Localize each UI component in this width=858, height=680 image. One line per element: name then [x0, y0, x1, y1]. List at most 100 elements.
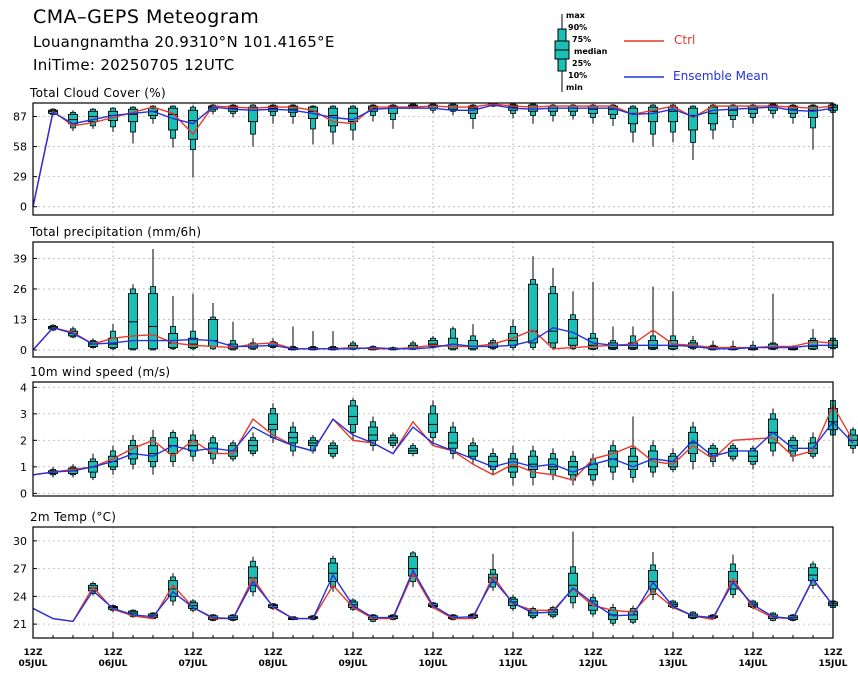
outer-box [630, 105, 636, 133]
inner-box [368, 347, 378, 350]
box-plot [828, 103, 838, 116]
y-tick-label: 3 [20, 408, 27, 421]
inner-box [308, 616, 318, 620]
inner-box [828, 104, 838, 111]
outer-box [110, 450, 116, 470]
legend-label-min: min [566, 83, 583, 92]
box-plot [468, 437, 478, 465]
box-plot [448, 613, 458, 621]
inner-box [608, 450, 618, 468]
inner-box [328, 445, 338, 455]
box-plot [188, 293, 198, 350]
box-plot [148, 249, 158, 351]
x-tick-date: 15JUL [819, 659, 848, 669]
box-plot [328, 331, 338, 351]
inner-box [168, 333, 178, 349]
outer-box [350, 599, 356, 610]
inner-box [648, 340, 658, 350]
inner-box [248, 439, 258, 452]
outer-box [670, 600, 676, 608]
inner-box [68, 330, 78, 337]
legend-box-glyph [554, 14, 570, 92]
inner-box [308, 106, 318, 120]
outer-box [470, 613, 476, 619]
outer-box [250, 104, 256, 135]
box-plot [488, 553, 498, 591]
outer-box [430, 337, 436, 349]
inner-box [508, 104, 518, 111]
inner-box [248, 343, 258, 349]
outer-box [750, 344, 756, 351]
inner-box [708, 615, 718, 619]
box-plot [728, 442, 738, 462]
y-tick-label: 87 [13, 110, 27, 123]
box-plot [308, 105, 318, 145]
outer-box [90, 583, 96, 594]
inner-box [128, 108, 138, 123]
inner-box [188, 439, 198, 452]
box-plot [48, 466, 58, 478]
box-plot [248, 556, 258, 597]
box-plot [408, 442, 418, 457]
box-plot [608, 104, 618, 126]
inner-box [528, 104, 538, 112]
box-plot [368, 613, 378, 623]
inner-box [328, 562, 338, 583]
inner-box [648, 450, 658, 468]
box-plot [88, 108, 98, 129]
inner-box [528, 455, 538, 470]
outer-box [210, 437, 216, 460]
box-plot [368, 104, 378, 122]
inner-box [608, 105, 618, 115]
box-plot [508, 594, 518, 612]
outer-box [630, 608, 636, 623]
x-tick-hour: 12Z [503, 648, 523, 658]
x-tick-hour: 12Z [823, 648, 843, 658]
inner-box [448, 431, 458, 449]
box-plot [828, 392, 838, 443]
panel-title: Total Cloud Cover (%) [29, 86, 166, 100]
box-plot [148, 612, 158, 620]
inner-box [748, 602, 758, 607]
outer-box [170, 105, 176, 139]
box-plot [488, 338, 498, 350]
inner-box [468, 105, 478, 114]
inner-box [568, 105, 578, 112]
location-line: Louangnamtha 20.9310°N 101.4165°E [33, 33, 335, 51]
outer-box [650, 564, 656, 595]
box-plot [348, 340, 358, 350]
box-plot [488, 103, 498, 108]
x-tick-hour: 12Z [663, 648, 683, 658]
outer-box [370, 104, 376, 116]
inner-box [388, 347, 398, 350]
inner-box [148, 613, 158, 619]
inner-box [108, 606, 118, 610]
outer-box [130, 106, 136, 133]
inner-box [828, 408, 838, 431]
legend-label-p10: 10% [568, 71, 588, 80]
outer-box [390, 614, 396, 620]
box-plot [668, 600, 678, 610]
outer-box [670, 104, 676, 133]
panel-frame [32, 241, 834, 358]
box-plot [448, 103, 458, 116]
box-plot [788, 613, 798, 622]
inner-box [68, 113, 78, 125]
inner-box [188, 337, 198, 349]
box-plot [288, 616, 298, 621]
box-plot [528, 103, 538, 124]
outer-box [130, 288, 136, 351]
outer-box [830, 337, 836, 350]
y-tick-label: 39 [13, 252, 27, 265]
x-tick-hour: 12Z [103, 648, 123, 658]
outer-box [310, 105, 316, 130]
outer-box [790, 104, 796, 118]
inner-box [248, 106, 258, 123]
inner-box [768, 418, 778, 444]
box-plot [108, 324, 118, 350]
outer-box [110, 605, 116, 611]
inner-box [288, 105, 298, 113]
box-plot [168, 429, 178, 467]
inner-box [648, 106, 658, 123]
